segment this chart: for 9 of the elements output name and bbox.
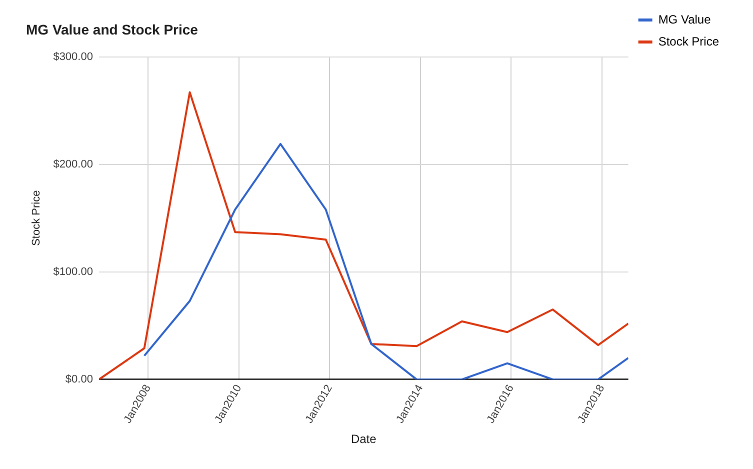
y-tick-label: $0.00 — [65, 373, 93, 386]
y-tick-label: $300.00 — [53, 50, 93, 63]
y-tick-label: $100.00 — [53, 266, 93, 278]
legend-label: Stock Price — [658, 34, 720, 48]
x-axis-title: Date — [350, 432, 377, 446]
y-axis-title: Stock Price — [30, 190, 43, 246]
y-tick-label: $200.00 — [53, 158, 93, 170]
chart-title: MG Value and Stock Price — [26, 21, 198, 38]
legend-label: MG Value — [658, 12, 712, 26]
